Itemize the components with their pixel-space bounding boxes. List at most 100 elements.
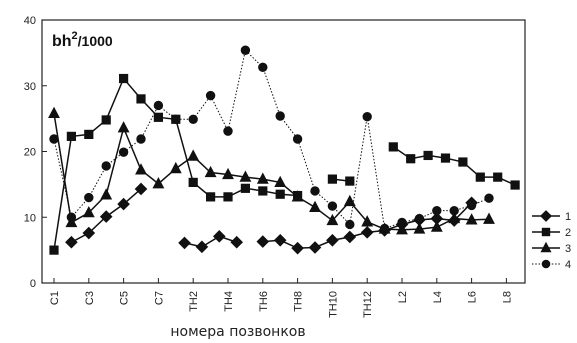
series-point [206,192,216,202]
series-point [414,213,425,224]
series-point [274,175,287,188]
series-point [475,172,485,182]
series-point [345,176,355,186]
series-point [48,106,60,118]
series-point [396,223,408,235]
series-point [99,210,113,223]
legend-item: 4 [532,259,571,271]
legend: 1 2 3 4 [532,210,571,271]
legend-label: 1 [565,211,571,223]
series-group [48,45,520,255]
x-tick-label: TH10 [327,291,339,318]
series-point [256,235,270,248]
series-point [117,197,130,211]
series-point [82,226,96,240]
series-point [310,186,320,196]
series-point [134,182,148,196]
y-tick-label: 20 [24,147,36,159]
series-point [84,192,94,203]
series-point [449,205,459,216]
series-point [430,220,443,232]
series-point [117,121,130,133]
series-point [178,236,191,250]
legend-item: 3 [532,241,571,255]
series-point [440,153,451,163]
series-point [84,129,94,140]
series-point [541,227,551,237]
series-point [66,131,77,141]
series-point [458,157,468,167]
legend-label: 4 [565,259,571,271]
series-point [153,112,164,122]
chart-annotation: bh2/1000 [52,30,113,50]
series-point [66,212,77,222]
series-point [484,193,494,203]
series-point [483,212,495,224]
series-point [223,126,233,136]
series-point [327,201,338,211]
series-point [118,147,129,157]
series-point [362,111,372,122]
series-point [205,90,216,101]
x-tick-label: TH6 [258,291,270,312]
series-point [540,210,552,222]
annotation-superscript: 2 [72,30,78,42]
series-point [152,177,165,189]
series-point [275,189,285,199]
series-point [541,259,551,269]
series-point [136,94,146,104]
series-point [100,188,113,200]
series-point [195,240,209,254]
series-point [291,241,304,255]
series-point [212,230,226,243]
series-point [275,111,285,121]
series-point [413,222,426,234]
series-point [540,241,552,253]
series-point [343,230,357,244]
series-point [309,200,321,212]
x-tick-label: L6 [467,291,479,303]
series-point [466,200,477,211]
series-point [256,172,269,184]
series-point [101,115,111,125]
annotation-main: bh [52,33,72,50]
series-4 [49,45,494,234]
series-point [388,142,398,152]
series-point [493,172,503,182]
series-point [432,205,442,216]
series-point [258,62,268,73]
series-point [135,163,147,175]
series-point [423,150,433,161]
series-point [101,161,111,171]
series-point [448,211,461,224]
series-point [406,154,416,164]
series-point [360,226,374,239]
x-tick-label: TH12 [362,291,374,318]
series-point [171,114,181,124]
y-tick-label: 0 [30,278,36,290]
x-tick-label: C7 [153,291,165,305]
series-point [49,245,59,255]
legend-item: 2 [532,227,571,239]
series-point [239,170,252,182]
series-point [240,183,251,193]
series-point [230,235,244,249]
series-point [326,233,339,247]
series-point [291,190,304,202]
series-1 [65,182,478,255]
series-point [326,213,339,226]
series-point [379,223,390,234]
y-tick-label: 10 [24,212,36,224]
series-point [343,194,356,207]
series-point [49,134,59,144]
series-point [82,205,95,218]
axes: 0 10 20 30 40 C1 C3 C5 C7 TH2 TH4 TH6 TH8 TH10 TH12 L2 L… [24,15,526,318]
x-tick-label: TH2 [188,291,200,312]
series-point [65,235,78,249]
series-point [187,149,200,161]
series-point [119,73,129,84]
series-point [308,241,322,254]
series-point [222,167,234,180]
x-tick-label: TH8 [293,291,305,312]
